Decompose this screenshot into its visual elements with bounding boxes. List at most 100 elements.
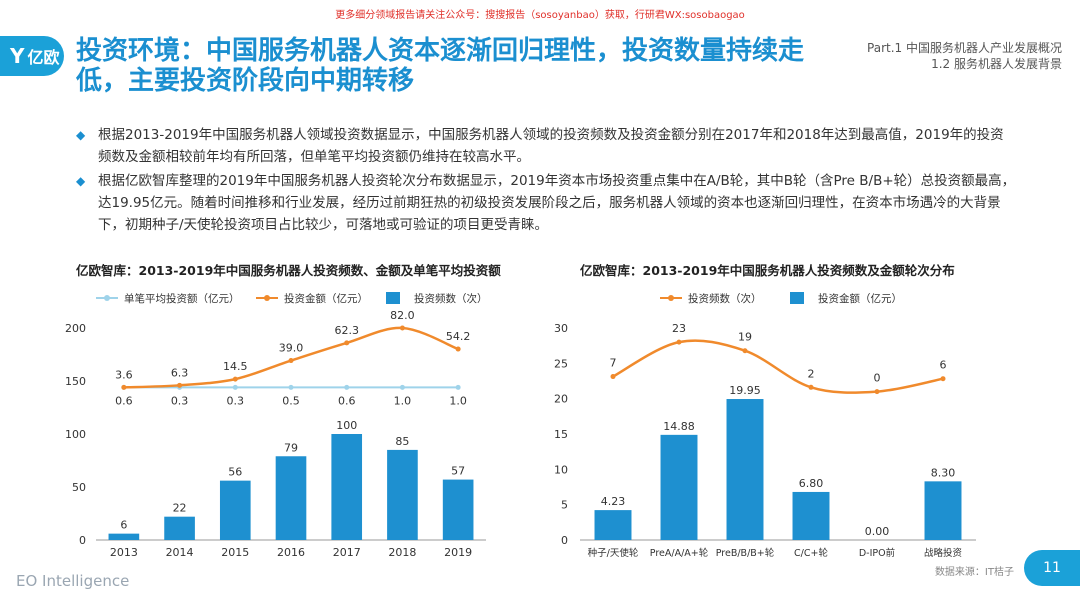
- investment-amount-point: [399, 325, 405, 331]
- bar-investment-amount: [924, 481, 962, 540]
- investment-amount-point: [344, 340, 350, 346]
- section-part: Part.1 中国服务机器人产业发展概况: [867, 41, 1062, 55]
- bar-investment-count: [387, 449, 418, 540]
- investment-frequency-line: [612, 339, 944, 394]
- investment-frequency-point: [676, 339, 682, 345]
- footer-brand: EO Intelligence: [16, 572, 130, 590]
- frequency-value-label: 2: [808, 367, 815, 380]
- investment-amount-point: [232, 376, 238, 382]
- bar-value-label: 19.95: [729, 384, 761, 397]
- bar-value-label: 57: [451, 465, 465, 478]
- amount-value-label: 6.3: [171, 366, 189, 379]
- bar-value-label: 14.88: [663, 420, 695, 433]
- avg-value-label: 0.6: [338, 394, 356, 407]
- amount-value-label: 82.0: [390, 309, 415, 322]
- bullet-item: ◆ 根据亿欧智库整理的2019年中国服务机器人投资轮次分布数据显示，2019年资…: [76, 170, 1016, 236]
- legend-label: 投资金额（亿元）: [818, 292, 902, 305]
- bar-value-label: 100: [336, 419, 357, 432]
- y-tick-label: 100: [65, 428, 86, 441]
- amount-value-label: 39.0: [279, 342, 304, 355]
- bar-investment-count: [275, 456, 307, 540]
- page-number: 11: [1024, 550, 1080, 586]
- chart-left: 单笔平均投资额（亿元） 投资金额（亿元） 投资频数（次） 0 50 100 150 200 20…: [65, 292, 488, 559]
- bar-investment-amount: [792, 491, 830, 540]
- bar-value-label: 79: [284, 441, 298, 454]
- data-source: 数据来源：IT桔子: [934, 567, 1014, 578]
- diamond-bullet-icon: ◆: [76, 128, 86, 142]
- amount-value-label: 62.3: [334, 324, 359, 337]
- bar-value-label: 4.23: [601, 495, 626, 508]
- legend-label: 投资频数（次）: [688, 292, 762, 305]
- legend-bar-marker: [790, 292, 804, 304]
- y-tick-label: 0: [79, 534, 86, 547]
- avg-value-label: 1.0: [394, 394, 412, 407]
- y-tick-label: 30: [554, 322, 568, 335]
- amount-value-label: 14.5: [223, 360, 248, 373]
- x-tick-label: PreB/B/B+轮: [716, 547, 775, 559]
- bar-value-label: 85: [395, 435, 409, 448]
- amount-value-label: 54.2: [446, 330, 471, 343]
- chart-right-title: 亿欧智库：2013-2019年中国服务机器人投资频数及金额轮次分布: [580, 263, 955, 278]
- x-tick-label: C/C+轮: [794, 547, 828, 559]
- x-tick-label: 2019: [444, 546, 472, 559]
- y-tick-label: 0: [561, 534, 568, 547]
- bar-investment-count: [331, 434, 363, 540]
- avg-investment-point: [344, 384, 350, 390]
- avg-value-label: 0.6: [115, 394, 133, 407]
- x-tick-label: 2015: [221, 546, 249, 559]
- investment-amount-point: [177, 382, 183, 388]
- bar-investment-count: [108, 533, 140, 540]
- investment-frequency-point: [610, 374, 616, 380]
- investment-frequency-point: [808, 384, 814, 390]
- diamond-bullet-icon: ◆: [76, 174, 86, 188]
- legend-label: 投资频数（次）: [414, 292, 488, 305]
- avg-value-label: 1.0: [449, 394, 467, 407]
- amount-value-label: 3.6: [115, 368, 133, 381]
- investment-amount-point: [288, 358, 294, 364]
- x-tick-label: 2013: [110, 546, 138, 559]
- investment-frequency-point: [874, 389, 880, 395]
- avg-value-label: 0.3: [227, 394, 245, 407]
- avg-value-label: 0.3: [171, 394, 189, 407]
- section-indicator: Part.1 中国服务机器人产业发展概况 1.2 服务机器人发展背景: [867, 40, 1062, 72]
- bar-value-label: 6: [120, 519, 127, 532]
- chart-left-title: 亿欧智库：2013-2019年中国服务机器人投资频数、金额及单笔平均投资额: [76, 263, 501, 278]
- y-tick-label: 5: [561, 499, 568, 512]
- frequency-value-label: 6: [940, 359, 947, 372]
- bullet-text: 根据2013-2019年中国服务机器人领域投资数据显示，中国服务机器人领域的投资…: [98, 127, 1004, 165]
- avg-investment-point: [288, 384, 294, 390]
- bar-value-label: 56: [228, 466, 242, 479]
- y-tick-label: 25: [554, 357, 568, 370]
- bar-investment-amount: [660, 434, 698, 540]
- y-tick-label: 15: [554, 428, 568, 441]
- bar-investment-count: [219, 480, 251, 540]
- y-tick-label: 200: [65, 322, 86, 335]
- logo-text: 亿欧: [27, 48, 60, 67]
- logo-y-icon: Y: [10, 44, 25, 68]
- x-tick-label: 2018: [388, 546, 416, 559]
- legend-dot-marker: [264, 295, 270, 301]
- x-tick-label: 战略投资: [924, 547, 963, 559]
- investment-amount-point: [455, 346, 461, 352]
- x-tick-label: 2014: [166, 546, 194, 559]
- x-tick-label: 种子/天使轮: [588, 547, 639, 559]
- page-title: 投资环境：中国服务机器人资本逐渐回归理性，投资数量持续走低，主要投资阶段向中期转…: [76, 36, 805, 96]
- y-tick-label: 50: [72, 481, 86, 494]
- bar-value-label: 0.00: [865, 525, 890, 538]
- legend-label: 投资金额（亿元）: [284, 292, 368, 305]
- frequency-value-label: 19: [738, 331, 752, 344]
- bar-value-label: 8.30: [931, 466, 956, 479]
- bar-investment-count: [164, 516, 195, 540]
- brand-logo: Y 亿欧: [0, 36, 64, 76]
- avg-value-label: 0.5: [282, 394, 300, 407]
- bar-value-label: 22: [173, 502, 187, 515]
- y-tick-label: 10: [554, 463, 568, 476]
- x-tick-label: 2017: [333, 546, 361, 559]
- watermark-text: 更多细分领域报告请关注公众号：搜搜报告（sosoyanbao）获取，行研君WX:…: [335, 10, 745, 21]
- x-tick-label: D-IPO前: [859, 547, 895, 559]
- bullet-text: 根据亿欧智库整理的2019年中国服务机器人投资轮次分布数据显示，2019年资本市…: [98, 173, 1016, 233]
- frequency-value-label: 7: [610, 357, 617, 370]
- frequency-value-label: 0: [874, 372, 881, 385]
- y-tick-label: 150: [65, 375, 86, 388]
